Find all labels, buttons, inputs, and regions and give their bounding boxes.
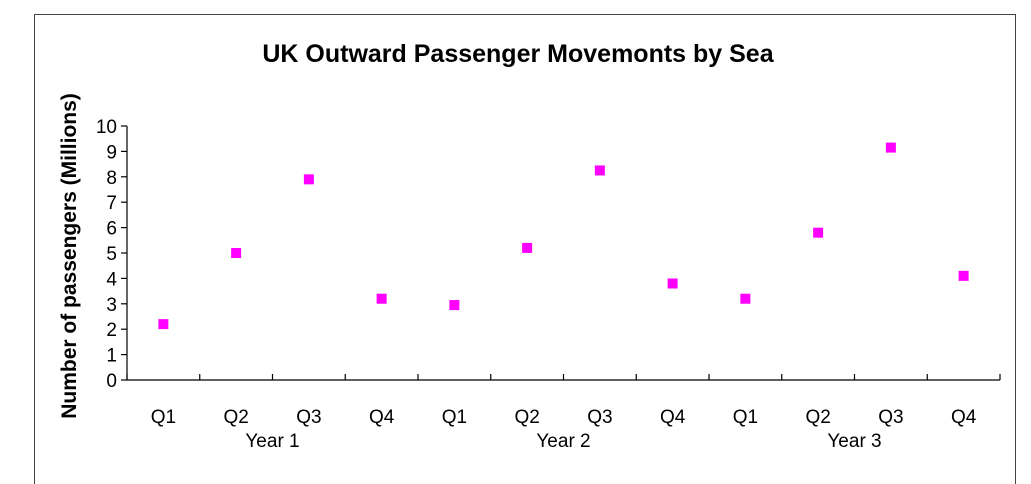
x-tick-label: Q4: [369, 407, 395, 428]
data-point: [813, 227, 824, 238]
year-group-label: Year 3: [827, 431, 881, 452]
data-points: [158, 142, 969, 330]
data-point: [594, 165, 605, 176]
y-tick-label: 6: [106, 219, 117, 240]
y-tick-label: 8: [106, 168, 117, 189]
chart-title: UK Outward Passenger Movemonts by Sea: [262, 40, 774, 68]
y-tick-label: 9: [106, 142, 117, 163]
year-group-label: Year 2: [536, 431, 590, 452]
x-tick-label: Q4: [660, 407, 686, 428]
x-tick-label: Q3: [296, 407, 321, 428]
x-tick-labels: Q1 Q2 Q3 Q4 Q1 Q2 Q3 Q4 Q1 Q2 Q3 Q4: [151, 407, 977, 428]
data-point: [449, 300, 460, 311]
data-point: [231, 248, 242, 258]
data-point: [522, 242, 533, 253]
data-point: [303, 174, 314, 185]
y-tick-label: 10: [96, 117, 117, 138]
data-point: [667, 278, 678, 289]
x-tick-label: Q3: [878, 407, 903, 428]
data-point: [158, 319, 169, 330]
x-tick-label: Q4: [951, 407, 977, 428]
x-tick-label: Q2: [805, 407, 830, 428]
year-group-label: Year 1: [245, 431, 299, 452]
y-tick-label: 2: [106, 320, 117, 341]
y-axis-label: Number of passengers (Millions): [58, 93, 81, 419]
scatter-chart: UK Outward Passenger Movemonts by Sea Nu…: [58, 40, 1001, 452]
x-tick-label: Q1: [151, 407, 176, 428]
x-tick-label: Q1: [442, 407, 467, 428]
y-tick-label: 5: [106, 244, 117, 265]
y-tick-label: 1: [106, 346, 117, 367]
x-tick-label: Q2: [223, 407, 248, 428]
chart-frame: [34, 14, 1016, 484]
x-tick-label: Q1: [733, 407, 758, 428]
data-point: [885, 142, 896, 153]
x-tick-label: Q3: [587, 407, 612, 428]
year-group-labels: Year 1 Year 2 Year 3: [245, 431, 881, 452]
x-tick-label: Q2: [514, 407, 539, 428]
data-point: [740, 293, 751, 304]
y-tick-label: 4: [106, 269, 117, 290]
y-tick-label: 0: [106, 371, 117, 392]
y-tick-label: 7: [106, 193, 117, 214]
data-point: [958, 270, 969, 281]
y-tick-label: 3: [106, 295, 117, 316]
data-point: [376, 293, 387, 304]
axes: [121, 125, 1001, 381]
y-tick-labels: 0 1 2 3 4 5 6 7 8 9 10: [96, 117, 118, 392]
